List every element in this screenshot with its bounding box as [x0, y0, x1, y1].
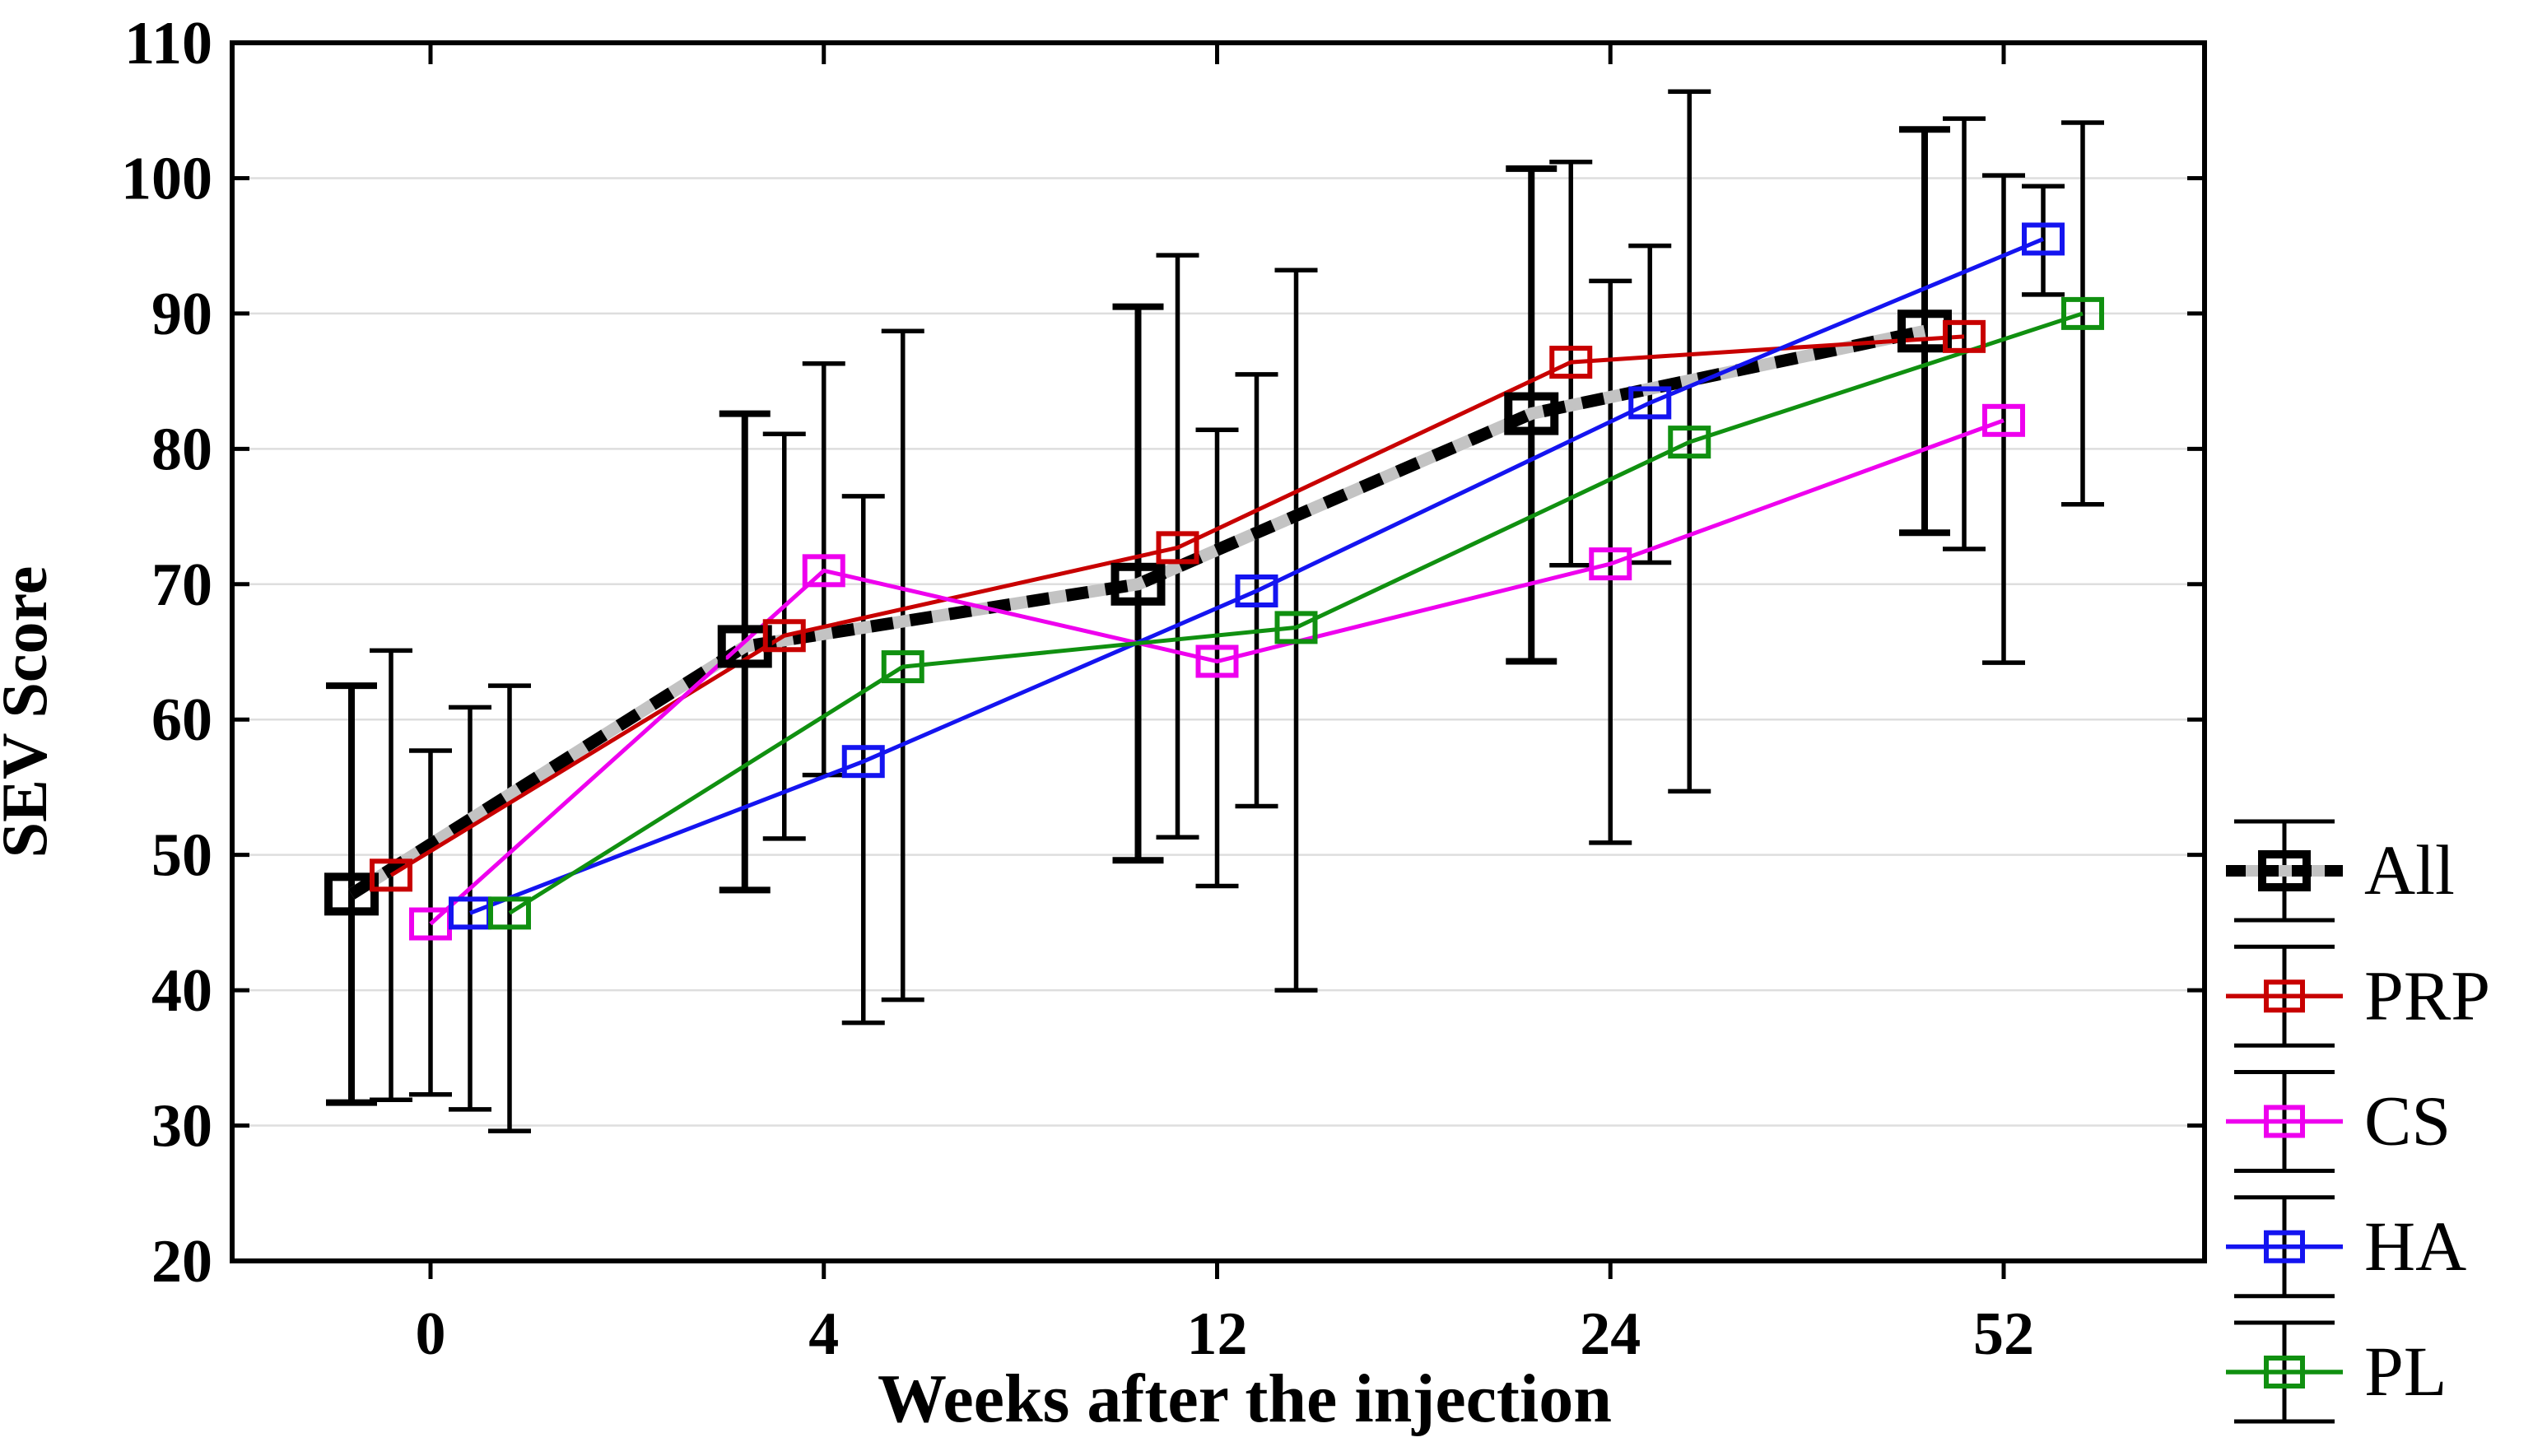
series-line-CS — [429, 418, 2005, 926]
x-tick-label-12: 12 — [1187, 1300, 1248, 1368]
marker-CS-week24 — [1589, 547, 1632, 581]
legend-label-HA: HA — [2364, 1207, 2466, 1286]
legend-marker-PRP — [2264, 979, 2305, 1013]
y-tick-label-100: 100 — [121, 145, 212, 212]
errorbar-HA-week0 — [449, 705, 491, 1112]
marker-All-week0 — [324, 872, 379, 916]
marker-HA-week52 — [2022, 222, 2065, 256]
y-tick-label-90: 90 — [151, 281, 212, 348]
marker-PL-week24 — [1668, 426, 1711, 459]
legend-item-PRP: PRP — [2226, 944, 2490, 1048]
y-tick-label-80: 80 — [151, 416, 212, 483]
errorbar-PRP-week52 — [1943, 116, 1986, 551]
legend-marker-CS — [2264, 1105, 2305, 1138]
marker-PL-week12 — [1274, 611, 1318, 644]
errorbar-CS-week12 — [1195, 427, 1239, 889]
y-tick-label-110: 110 — [124, 10, 212, 77]
marker-HA-week4 — [841, 745, 885, 779]
series-line-PRP — [389, 334, 1965, 877]
tick-labels: 20 30 40 50 60 70 80 90 100 110 0 4 12 24 52 — [121, 10, 2034, 1368]
marker-PRP-week24 — [1549, 346, 1593, 379]
legend-marker-All — [2258, 850, 2311, 891]
marker-PL-week0 — [488, 896, 531, 930]
marker-PL-week52 — [2061, 296, 2104, 330]
marker-PRP-week4 — [762, 619, 806, 653]
legend-item-PL: PL — [2226, 1320, 2447, 1424]
legend-marker-PL — [2264, 1356, 2305, 1389]
axis-ticks — [235, 40, 2202, 1279]
marker-HA-week24 — [1628, 386, 1672, 420]
series-line-HA — [469, 237, 2044, 915]
y-tick-label-60: 60 — [151, 686, 212, 754]
marker-CS-week12 — [1195, 644, 1239, 678]
legend-label-PRP: PRP — [2364, 956, 2490, 1035]
marker-PRP-week0 — [370, 858, 412, 892]
marker-CS-week52 — [1982, 403, 2025, 437]
legend-item-CS: CS — [2226, 1070, 2451, 1173]
marker-CS-week4 — [802, 554, 845, 588]
marker-PRP-week12 — [1156, 531, 1199, 565]
y-tick-label-50: 50 — [151, 822, 212, 890]
series-lines — [348, 237, 2084, 926]
x-axis-title: Weeks after the injection — [878, 1361, 1612, 1437]
y-tick-label-70: 70 — [151, 551, 212, 619]
marker-PRP-week52 — [1943, 319, 1986, 353]
series-line-PL — [508, 311, 2084, 915]
series-markers — [324, 222, 2104, 941]
y-tick-label-20: 20 — [151, 1228, 212, 1296]
marker-PL-week4 — [881, 650, 924, 684]
x-tick-label-4: 4 — [808, 1300, 839, 1368]
legend-item-HA: HA — [2226, 1195, 2466, 1299]
error-bars — [326, 89, 2104, 1133]
y-axis-title: SEV Score — [0, 566, 60, 858]
legend-label-CS: CS — [2364, 1082, 2451, 1161]
x-tick-label-0: 0 — [416, 1300, 446, 1368]
legend-label-PL: PL — [2364, 1332, 2447, 1411]
y-tick-label-40: 40 — [151, 957, 212, 1025]
marker-All-week12 — [1111, 562, 1166, 606]
marker-All-week24 — [1504, 392, 1559, 435]
x-tick-label-24: 24 — [1580, 1300, 1641, 1368]
legend-item-All: All — [2226, 819, 2455, 923]
errorbar-PL-week0 — [488, 683, 531, 1133]
y-tick-label-30: 30 — [151, 1093, 212, 1161]
errorbar-PL-week12 — [1274, 267, 1318, 993]
legend-marker-HA — [2264, 1230, 2305, 1263]
x-tick-label-52: 52 — [1973, 1300, 2034, 1368]
marker-HA-week12 — [1235, 574, 1278, 607]
legend: All PRP CS HA PL — [2226, 819, 2490, 1424]
series-line-All — [348, 324, 1926, 900]
legend-label-All: All — [2364, 830, 2455, 909]
